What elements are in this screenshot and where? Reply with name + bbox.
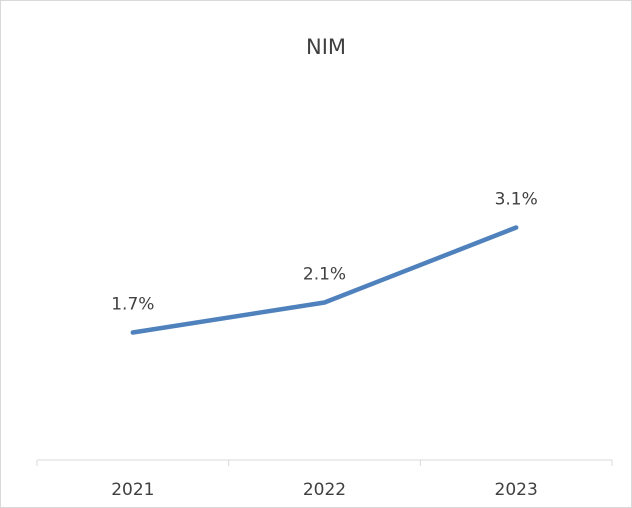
- data-label: 1.7%: [111, 295, 154, 315]
- data-label: 2.1%: [303, 265, 346, 285]
- chart-title: NIM: [306, 35, 346, 59]
- x-tick-label: 2021: [111, 480, 154, 500]
- line-series: [130, 225, 519, 335]
- x-tick-label: 2022: [303, 480, 346, 500]
- x-tick-label: 2023: [495, 480, 538, 500]
- data-label: 3.1%: [495, 190, 538, 210]
